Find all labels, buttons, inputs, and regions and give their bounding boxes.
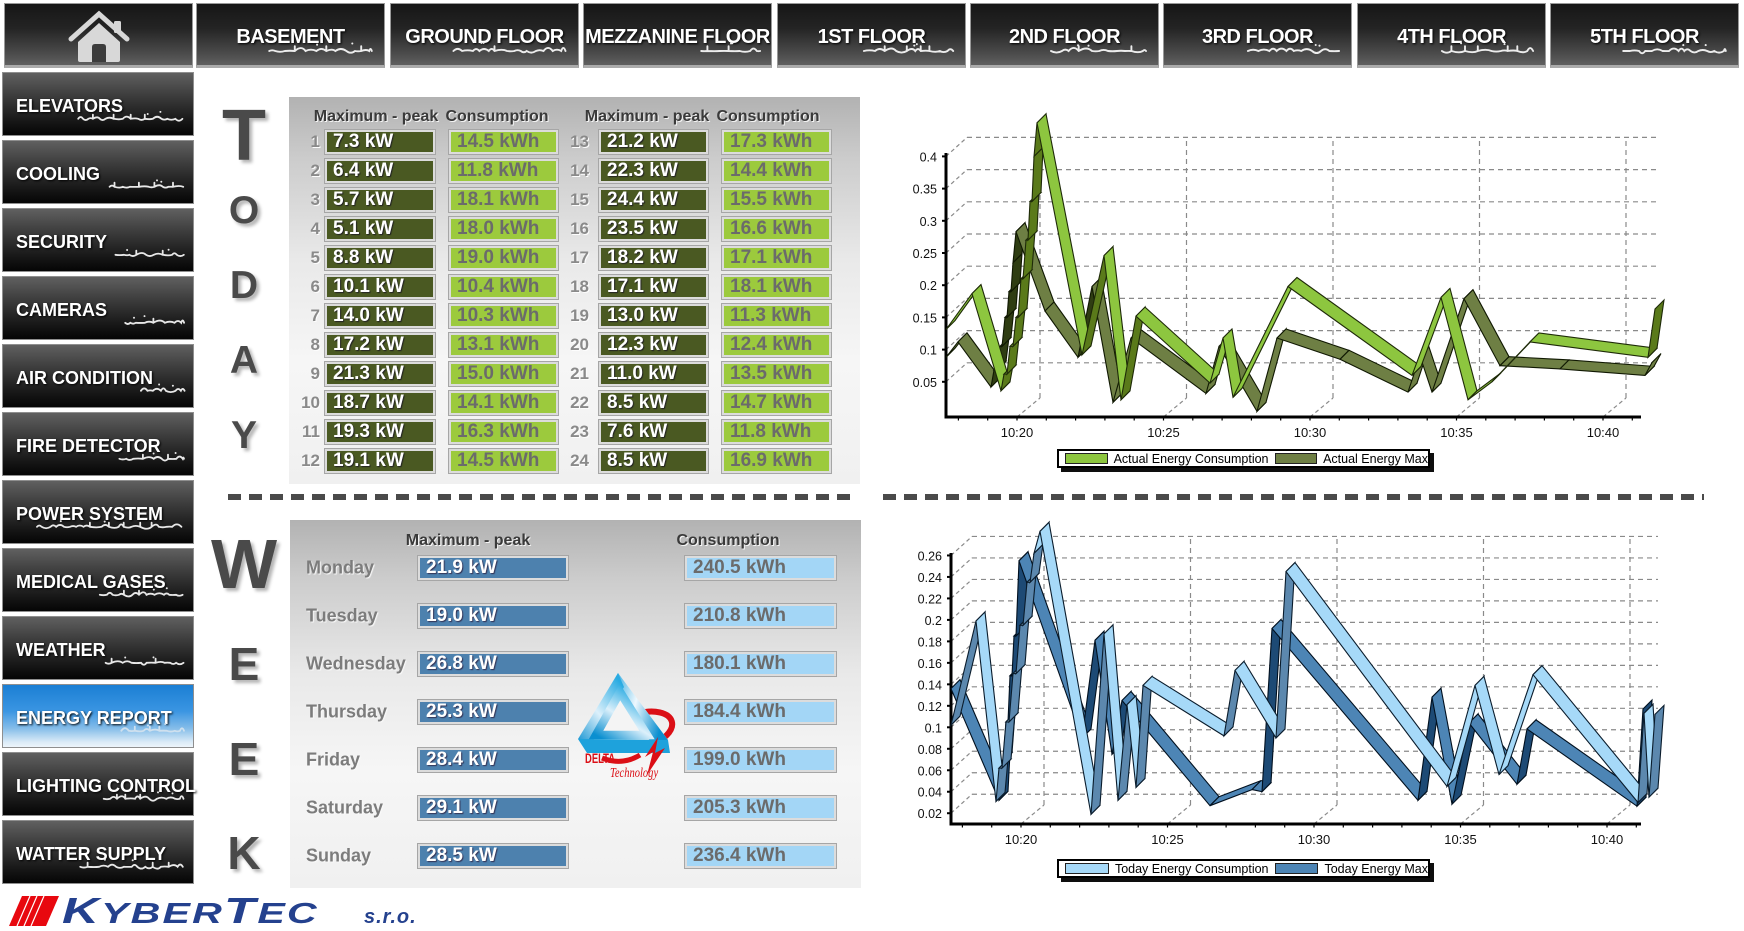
svg-text:0.24: 0.24 <box>918 571 942 585</box>
svg-text:0.08: 0.08 <box>918 743 942 757</box>
svg-text:0.4: 0.4 <box>920 150 937 164</box>
svg-text:0.1: 0.1 <box>925 721 942 735</box>
svg-text:10:35: 10:35 <box>1440 425 1473 440</box>
svg-text:0.02: 0.02 <box>918 807 942 821</box>
svg-text:10:20: 10:20 <box>1005 832 1038 847</box>
svg-text:0.18: 0.18 <box>918 635 942 649</box>
svg-text:s.r.o.: s.r.o. <box>364 906 417 928</box>
svg-text:Technology: Technology <box>610 765 659 781</box>
svg-text:10:30: 10:30 <box>1294 425 1327 440</box>
svg-text:0.06: 0.06 <box>918 764 942 778</box>
svg-text:0.04: 0.04 <box>918 786 942 800</box>
svg-text:0.16: 0.16 <box>918 657 942 671</box>
svg-text:10:25: 10:25 <box>1151 832 1184 847</box>
svg-text:10:35: 10:35 <box>1444 832 1477 847</box>
svg-text:0.2: 0.2 <box>925 614 942 628</box>
svg-text:0.05: 0.05 <box>913 376 937 390</box>
svg-text:0.15: 0.15 <box>913 311 937 325</box>
svg-text:0.14: 0.14 <box>918 678 942 692</box>
svg-text:10:20: 10:20 <box>1001 425 1034 440</box>
svg-text:0.3: 0.3 <box>920 215 937 229</box>
svg-text:KYBERTEC: KYBERTEC <box>62 893 319 931</box>
svg-text:10:25: 10:25 <box>1147 425 1180 440</box>
svg-text:0.12: 0.12 <box>918 700 942 714</box>
svg-text:10:30: 10:30 <box>1298 832 1331 847</box>
svg-text:0.25: 0.25 <box>913 247 937 261</box>
svg-text:0.35: 0.35 <box>913 183 937 197</box>
svg-text:DELTA: DELTA <box>585 751 616 766</box>
svg-text:0.26: 0.26 <box>918 549 942 563</box>
svg-text:10:40: 10:40 <box>1587 425 1620 440</box>
svg-text:0.22: 0.22 <box>918 592 942 606</box>
svg-text:0.2: 0.2 <box>920 279 937 293</box>
svg-text:0.1: 0.1 <box>920 344 937 358</box>
svg-text:10:40: 10:40 <box>1591 832 1624 847</box>
